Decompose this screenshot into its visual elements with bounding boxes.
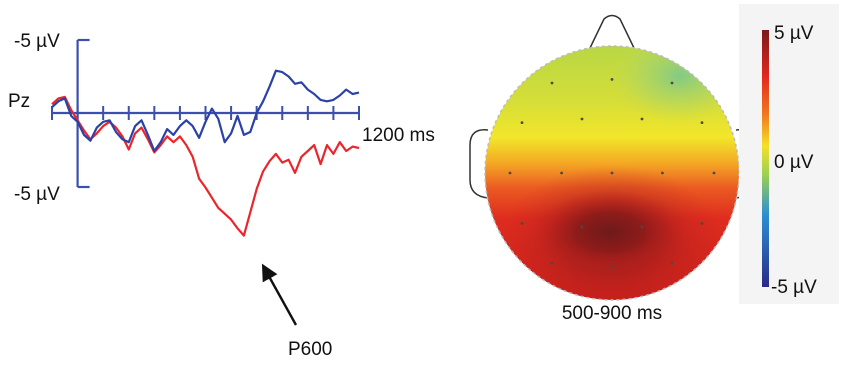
electrode-dot: [701, 121, 704, 124]
electrode-dot: [701, 222, 704, 225]
electrode-dot: [641, 226, 644, 229]
colorbar: 5 µV 0 µV -5 µV: [739, 4, 839, 304]
topography-map: [485, 28, 750, 310]
electrode-dot: [521, 121, 524, 124]
head-nose-outline: [590, 16, 634, 49]
electrode-dot: [560, 172, 563, 175]
electrode-dot: [661, 172, 664, 175]
electrode-dot: [611, 172, 614, 175]
electrode-dot: [521, 222, 524, 225]
scalp-topography: 500-900 ms: [470, 16, 754, 325]
colorbar-min-label: -5 µV: [771, 277, 817, 298]
erp-waveform-panel: -5 µV -5 µV Pz 1200 ms P600: [8, 31, 435, 360]
y-axis-top-label: -5 µV: [14, 31, 60, 52]
x-axis-end-label: 1200 ms: [362, 125, 435, 146]
electrode-dot: [671, 262, 674, 265]
electrode-dot: [671, 82, 674, 85]
electrode-dot: [551, 82, 554, 85]
electrode-dot: [509, 172, 512, 175]
colorbar-mid-label: 0 µV: [774, 152, 814, 173]
p600-arrow: [266, 271, 296, 325]
electrode-dot: [713, 172, 716, 175]
electrode-dot: [611, 265, 614, 268]
p600-annotation: P600: [288, 339, 332, 360]
channel-label: Pz: [8, 91, 30, 112]
colorbar-gradient: [762, 30, 769, 287]
electrode-dot: [611, 78, 614, 81]
electrode-dot: [641, 118, 644, 121]
electrode-dot: [581, 118, 584, 121]
electrode-dot: [581, 226, 584, 229]
time-window-label: 500-900 ms: [562, 303, 662, 324]
y-axis-bottom-label: -5 µV: [14, 184, 60, 205]
colorbar-max-label: 5 µV: [774, 23, 814, 44]
electrode-dot: [551, 262, 554, 265]
